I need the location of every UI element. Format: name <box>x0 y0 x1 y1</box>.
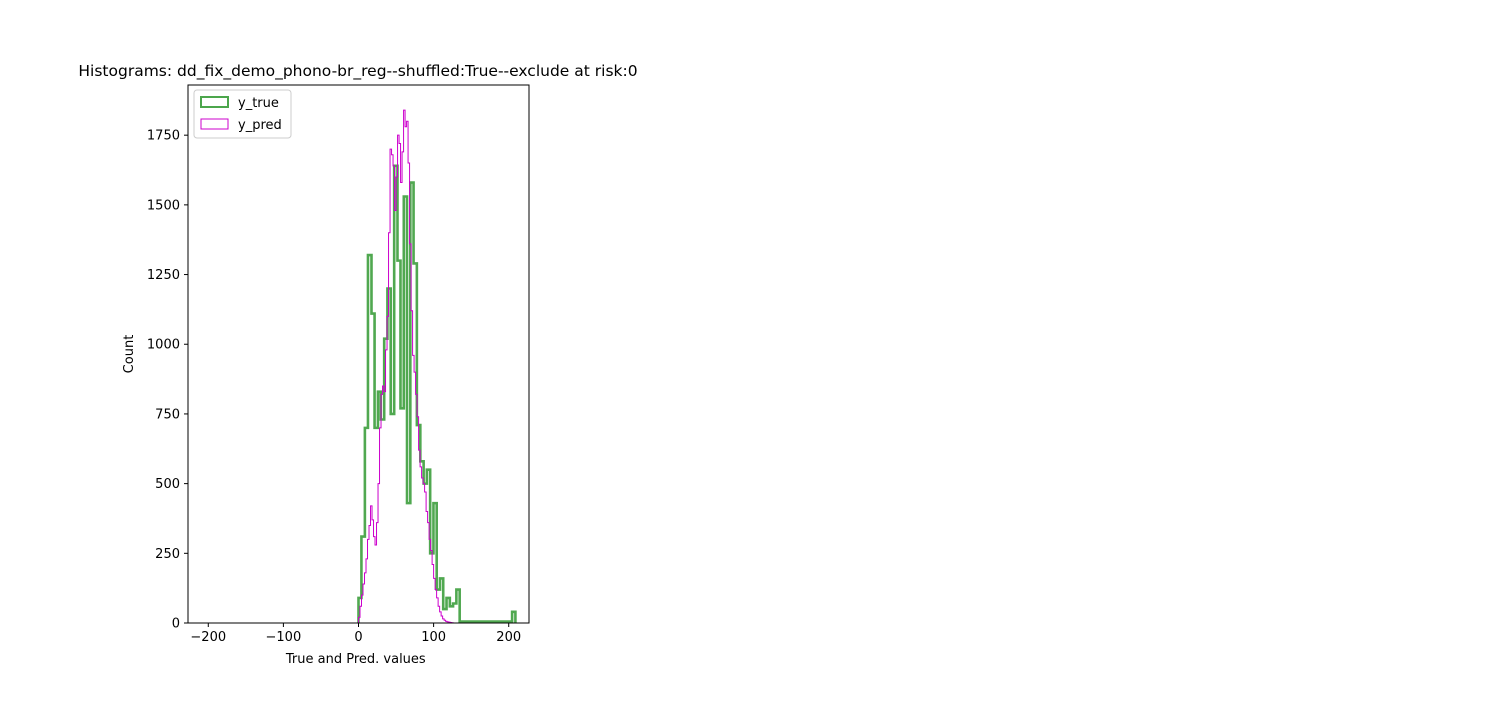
y-tick-label: 250 <box>155 547 180 562</box>
legend: y_true y_pred <box>193 89 292 139</box>
legend-swatch-y-pred <box>200 118 229 130</box>
x-axis-label: True and Pred. values <box>285 652 426 667</box>
x-tick-label: 0 <box>354 630 362 645</box>
y-axis: 0 250 500 750 1000 1250 1500 1750 <box>147 129 188 632</box>
legend-label-y-true: y_true <box>238 96 279 111</box>
series-y-pred <box>358 109 455 624</box>
y-tick-label: 750 <box>155 407 180 422</box>
y-tick-label: 0 <box>172 617 180 632</box>
y-tick-label: 1500 <box>147 198 180 213</box>
y-axis-label: Count <box>122 335 137 374</box>
legend-box <box>193 89 292 139</box>
y-tick-label: 500 <box>155 477 180 492</box>
y-tick-label: 1000 <box>147 338 180 353</box>
x-tick-label: −100 <box>266 630 302 645</box>
x-axis: −200 −100 0 100 200 <box>190 623 521 645</box>
x-tick-label: 100 <box>421 630 446 645</box>
x-tick-label: −200 <box>190 630 226 645</box>
series-layer <box>357 109 517 624</box>
y-tick-label: 1250 <box>147 268 180 283</box>
legend-label-y-pred: y_pred <box>238 118 282 133</box>
legend-swatch-y-true <box>200 96 229 108</box>
x-tick-label: 200 <box>496 630 521 645</box>
y-tick-label: 1750 <box>147 129 180 144</box>
chart-title: Histograms: dd_fix_demo_phono-br_reg--sh… <box>78 62 637 81</box>
